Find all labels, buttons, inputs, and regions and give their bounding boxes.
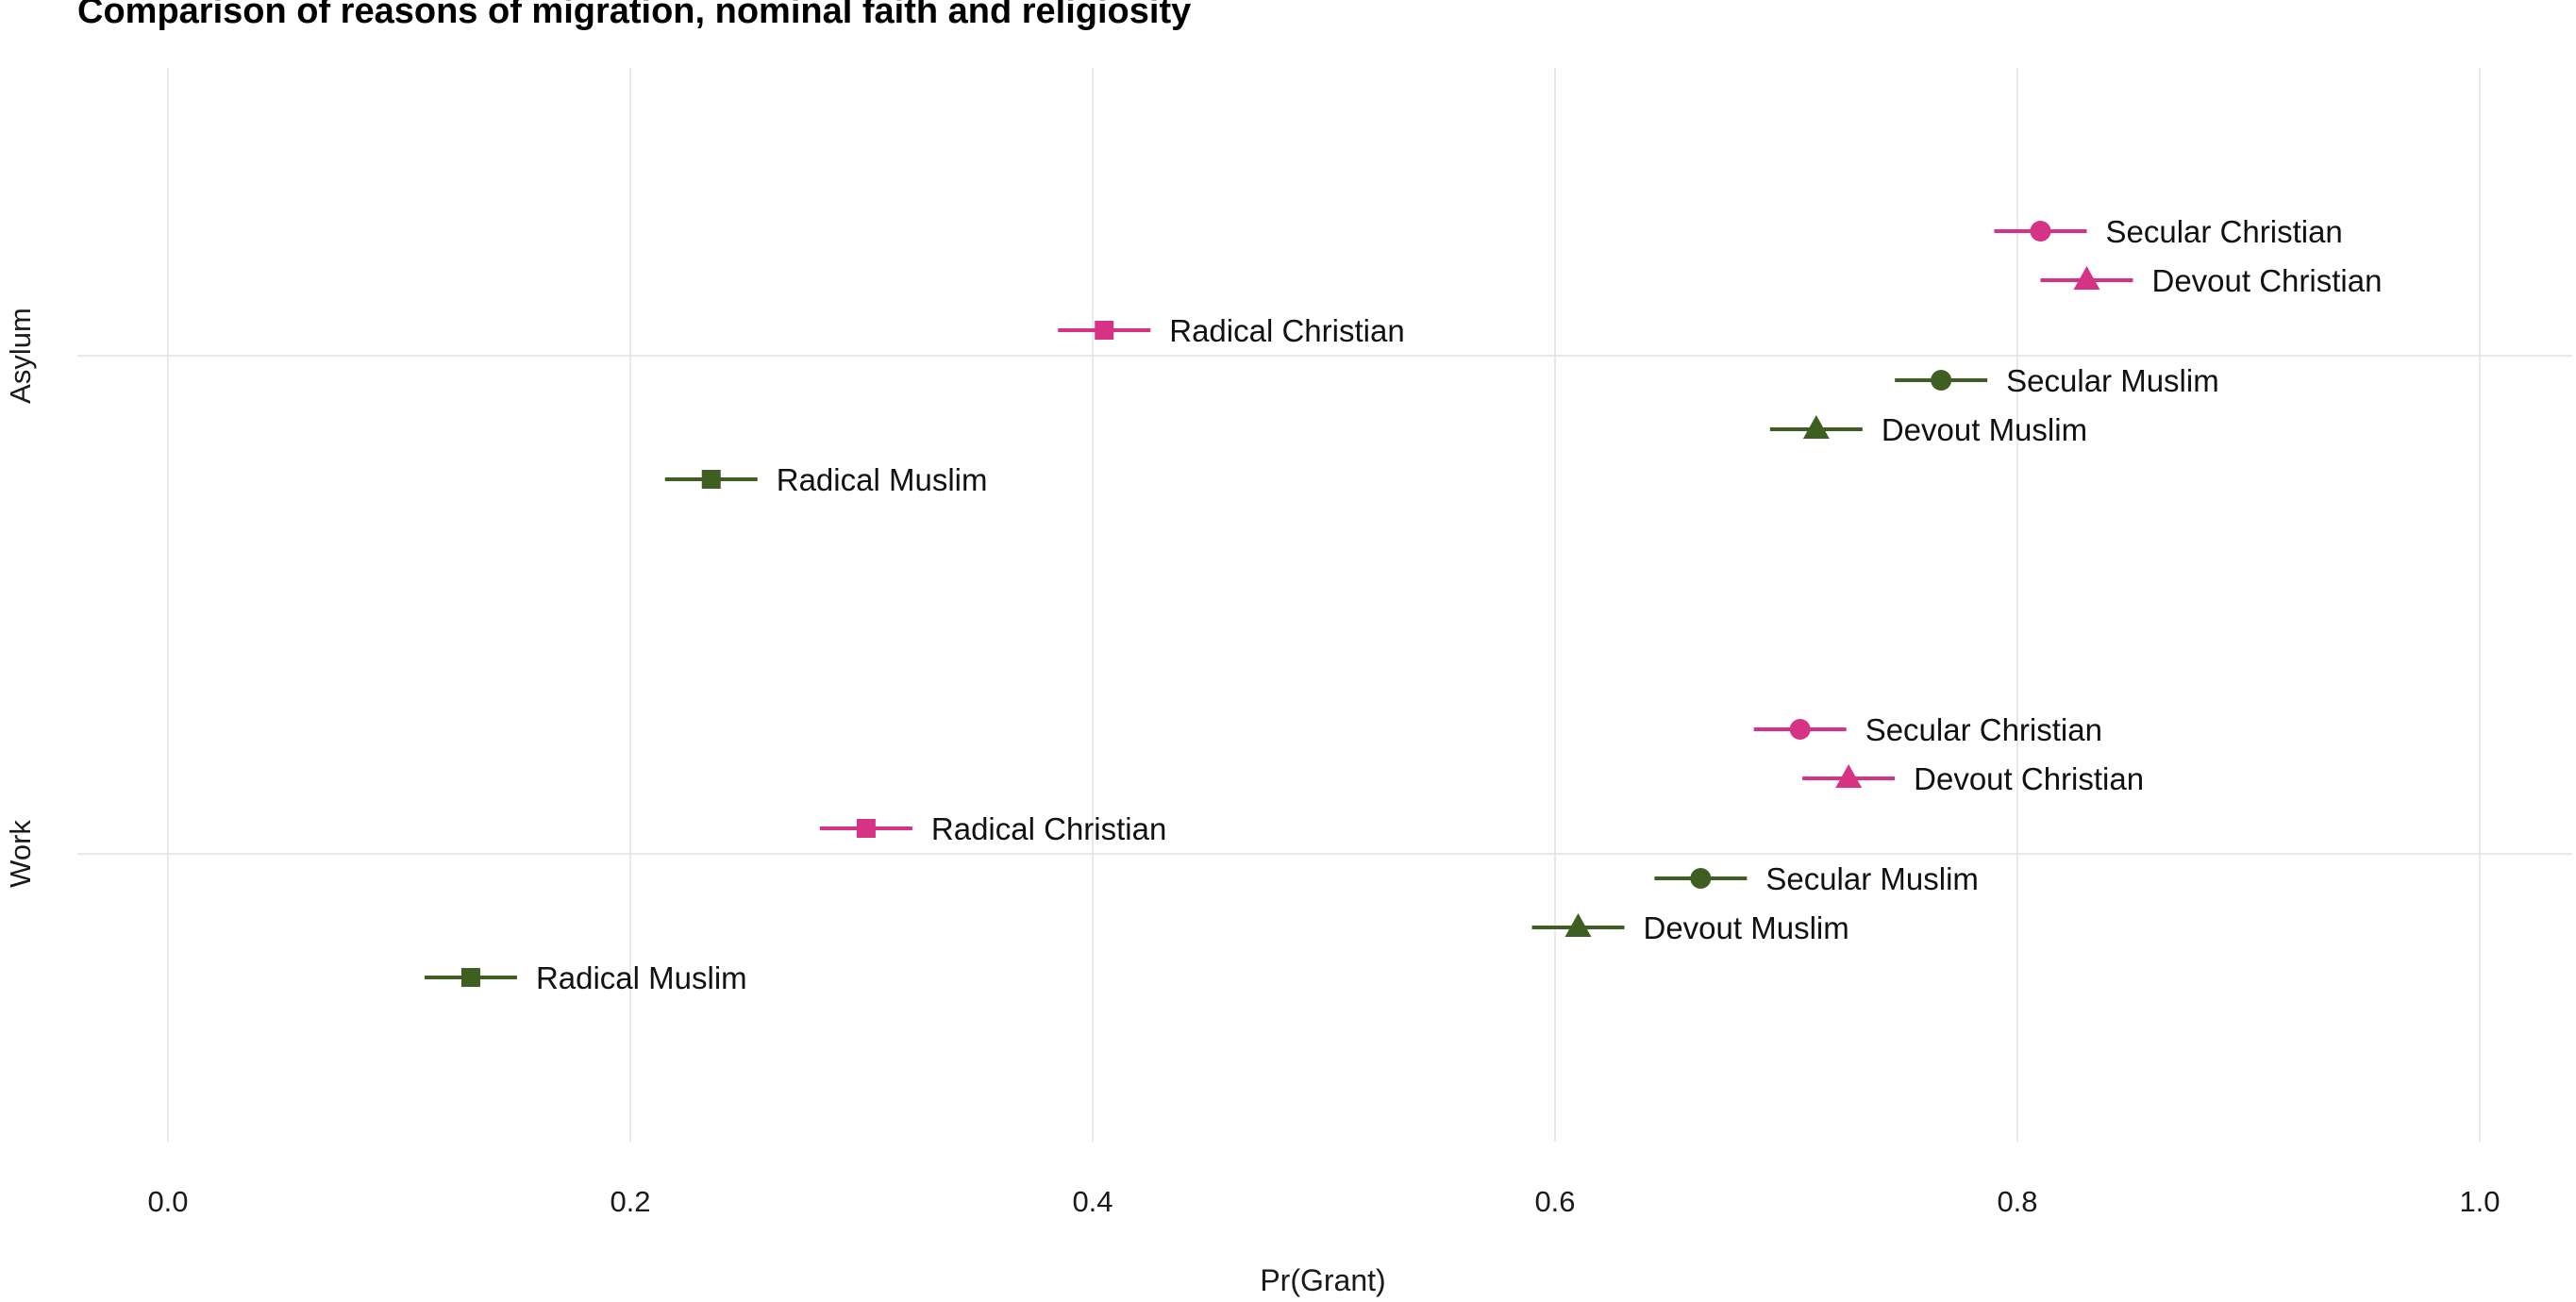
circle-marker [1690, 868, 1712, 889]
marks-layer: Secular Christian Devout Christian Radical… [424, 214, 2383, 995]
circle-marker [2030, 221, 2051, 242]
point-label: Radical Christian [1169, 313, 1404, 348]
circle-marker [1789, 719, 1811, 740]
x-tick-label: 0.4 [1072, 1185, 1112, 1218]
square-marker [460, 968, 480, 987]
axis-layer: Comparison of reasons of migration, nomi… [4, 0, 2501, 1297]
point-label: Devout Christian [2152, 263, 2383, 298]
point-label: Radical Muslim [777, 462, 988, 497]
point-label: Secular Muslim [2006, 363, 2219, 398]
x-axis-title: Pr(Grant) [1260, 1263, 1385, 1297]
triangle-marker [1802, 415, 1830, 439]
chart-title: Comparison of reasons of migration, nomi… [77, 0, 1191, 31]
grid-layer [77, 68, 2572, 1142]
point-label: Radical Muslim [536, 960, 747, 995]
point-label: Secular Christian [2106, 214, 2343, 249]
circle-marker [1931, 370, 1952, 391]
point-label: Secular Muslim [1765, 861, 1979, 896]
triangle-marker [1564, 913, 1592, 937]
x-tick-label: 0.0 [147, 1185, 188, 1218]
triangle-marker [2073, 266, 2100, 290]
x-tick-label: 0.2 [610, 1185, 650, 1218]
point-label: Radical Christian [931, 811, 1166, 846]
square-marker [856, 819, 876, 838]
square-marker [1095, 321, 1114, 340]
point-label: Devout Muslim [1644, 910, 1849, 945]
point-label: Secular Christian [1865, 712, 2102, 747]
x-tick-label: 0.6 [1534, 1185, 1575, 1218]
y-category-label: Asylum [4, 308, 37, 404]
y-category-label: Work [4, 820, 37, 888]
square-marker [701, 470, 721, 489]
x-tick-label: 1.0 [2459, 1185, 2500, 1218]
triangle-marker [1835, 764, 1863, 788]
point-label: Devout Christian [1914, 761, 2144, 796]
point-label: Devout Muslim [1882, 412, 2087, 447]
x-tick-label: 0.8 [1997, 1185, 2037, 1218]
